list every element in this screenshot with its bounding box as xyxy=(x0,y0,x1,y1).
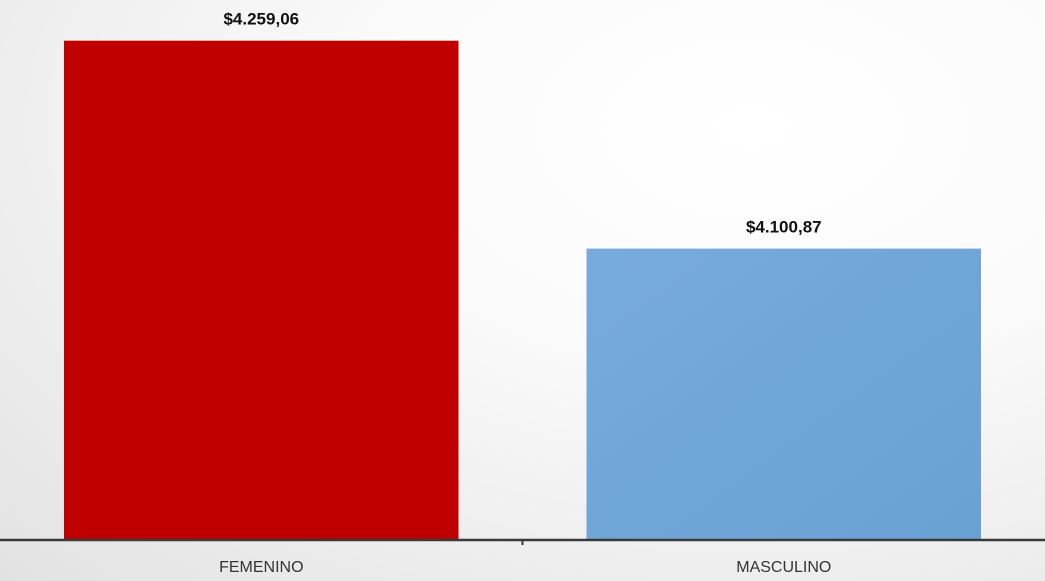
bar-femenino xyxy=(64,40,459,539)
bar-masculino xyxy=(586,248,981,539)
x-tick-label-femenino: FEMENINO xyxy=(219,559,303,576)
data-label-masculino: $4.100,87 xyxy=(746,218,822,237)
data-label-femenino: $4.259,06 xyxy=(223,10,299,29)
x-tick-label-masculino: MASCULINO xyxy=(736,559,831,576)
data-labels-layer: $4.259,06 $4.100,87 xyxy=(223,10,821,237)
x-axis: FEMENINO MASCULINO xyxy=(0,538,1045,576)
bars-layer xyxy=(64,40,981,539)
